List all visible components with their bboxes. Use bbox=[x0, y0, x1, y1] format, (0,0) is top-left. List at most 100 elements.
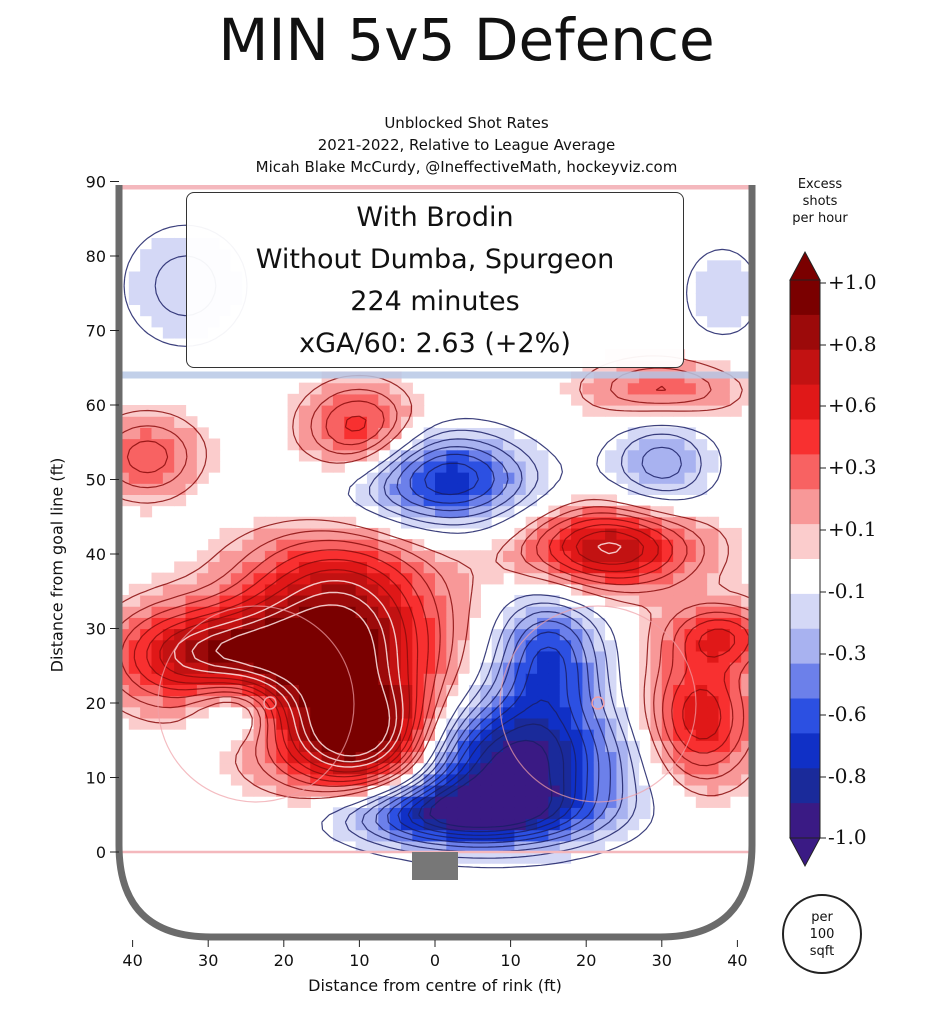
heat-cell bbox=[253, 516, 266, 529]
heat-cell bbox=[695, 751, 708, 764]
heat-cell bbox=[650, 706, 663, 719]
heat-cell bbox=[208, 572, 221, 585]
heat-cell bbox=[571, 449, 584, 462]
heat-cell bbox=[310, 561, 323, 574]
heat-cell bbox=[661, 650, 674, 663]
heat-cell bbox=[332, 550, 345, 563]
heat-cell bbox=[718, 729, 731, 741]
heat-cell bbox=[480, 460, 493, 473]
heat-cell bbox=[140, 662, 153, 674]
heat-cell bbox=[287, 650, 300, 663]
heat-cell bbox=[537, 594, 549, 607]
heat-cell bbox=[174, 416, 187, 428]
heat-cell bbox=[412, 494, 425, 507]
heat-cell bbox=[412, 829, 425, 842]
colorbar-band bbox=[790, 384, 820, 420]
heat-cell bbox=[605, 729, 618, 741]
heat-cell bbox=[650, 662, 663, 674]
heat-cell bbox=[695, 583, 708, 596]
heat-cell bbox=[525, 561, 538, 574]
heat-cell bbox=[446, 494, 459, 507]
heat-cell bbox=[718, 695, 731, 708]
heat-cell bbox=[174, 326, 187, 339]
heat-cell bbox=[389, 673, 402, 685]
heat-cell bbox=[639, 561, 652, 574]
heat-cell bbox=[457, 796, 470, 808]
heat-cell bbox=[525, 863, 538, 875]
heat-cell bbox=[582, 829, 595, 842]
heat-cell bbox=[128, 315, 141, 328]
heat-cell bbox=[457, 773, 470, 786]
heat-cell bbox=[119, 628, 130, 641]
heat-cell bbox=[446, 550, 459, 563]
heat-cell bbox=[491, 628, 504, 641]
heat-cell bbox=[332, 583, 345, 596]
heat-cell bbox=[491, 662, 504, 674]
heat-cell bbox=[128, 237, 141, 250]
heat-cell bbox=[355, 505, 368, 518]
heat-cell bbox=[661, 717, 674, 730]
heat-cell bbox=[480, 684, 493, 697]
heat-cell bbox=[718, 617, 731, 630]
heat-cell bbox=[355, 673, 368, 685]
heat-cell bbox=[128, 438, 141, 451]
heat-cell bbox=[298, 695, 311, 708]
heat-cell bbox=[355, 416, 368, 428]
heat-cell bbox=[276, 606, 289, 618]
heat-cell bbox=[593, 405, 606, 417]
heat-cell bbox=[264, 628, 277, 641]
heat-cell bbox=[276, 706, 289, 719]
heat-cell bbox=[684, 494, 697, 507]
heat-cell bbox=[140, 438, 153, 451]
heat-cell bbox=[298, 405, 311, 417]
heat-cell bbox=[491, 494, 504, 507]
heat-cell bbox=[400, 550, 413, 563]
heat-cell bbox=[469, 550, 481, 563]
colorbar-tick-label: -0.1 bbox=[828, 579, 867, 603]
heat-cell bbox=[707, 695, 720, 708]
heat-cell bbox=[571, 505, 584, 518]
heat-cell bbox=[684, 695, 697, 708]
heat-cell bbox=[435, 572, 447, 585]
heat-cell bbox=[389, 427, 402, 440]
heat-cell bbox=[298, 729, 311, 741]
heat-cell bbox=[582, 773, 595, 786]
heat-cell bbox=[355, 695, 368, 708]
heat-cell bbox=[718, 472, 731, 484]
heat-cell bbox=[389, 449, 402, 462]
heat-cell bbox=[729, 237, 742, 250]
heat-cell bbox=[457, 494, 470, 507]
heat-cell bbox=[344, 773, 357, 786]
heat-cell bbox=[537, 460, 549, 473]
heat-cell bbox=[605, 807, 618, 820]
heat-cell bbox=[208, 606, 221, 618]
heat-cell bbox=[435, 583, 447, 596]
heat-cell bbox=[616, 829, 629, 842]
heat-cell bbox=[480, 472, 493, 484]
heat-cell bbox=[276, 650, 289, 663]
heat-cell bbox=[219, 606, 232, 618]
heat-cell bbox=[140, 259, 153, 272]
heat-cell bbox=[729, 729, 742, 741]
heat-cell bbox=[582, 572, 595, 585]
heat-cell bbox=[174, 248, 187, 261]
heat-cell bbox=[185, 594, 198, 607]
heat-cell bbox=[162, 349, 175, 361]
heat-cell bbox=[435, 639, 447, 652]
heat-cell bbox=[412, 393, 425, 406]
heat-cell bbox=[639, 818, 652, 831]
heat-cell bbox=[162, 282, 175, 294]
heat-cell bbox=[650, 740, 663, 753]
heat-cell bbox=[718, 594, 731, 607]
heat-cell bbox=[605, 796, 618, 808]
heat-cell bbox=[684, 673, 697, 685]
heat-cell bbox=[627, 449, 640, 462]
heat-cell bbox=[729, 583, 742, 596]
heat-cell bbox=[151, 438, 164, 451]
heat-cell bbox=[355, 784, 368, 797]
heat-cell bbox=[287, 561, 300, 574]
heat-cell bbox=[741, 382, 752, 395]
heat-cell bbox=[661, 449, 674, 462]
heat-cell bbox=[264, 572, 277, 585]
heat-cell bbox=[128, 226, 141, 238]
